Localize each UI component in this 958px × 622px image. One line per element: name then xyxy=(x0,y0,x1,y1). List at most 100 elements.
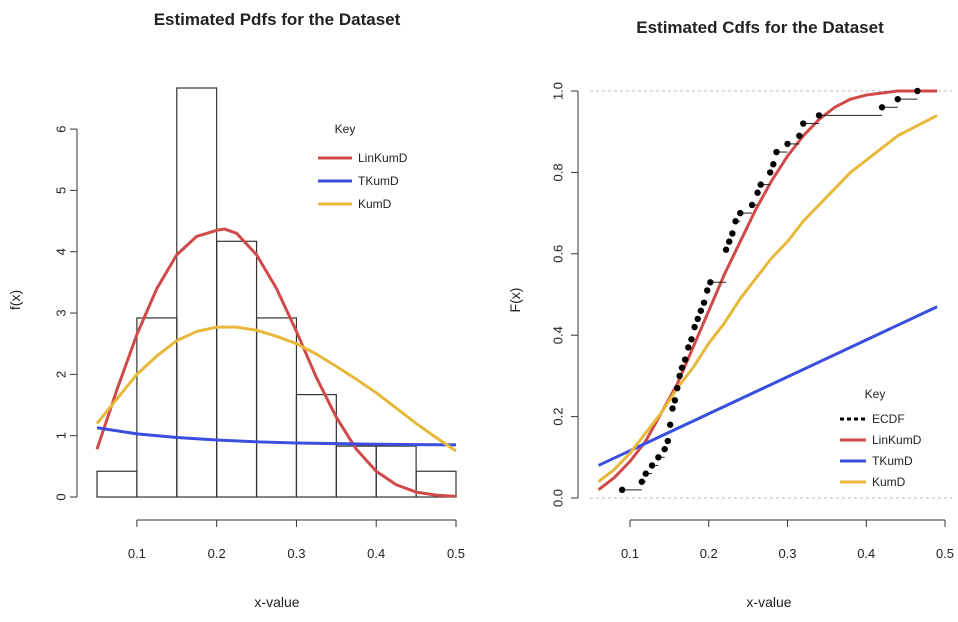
ecdf-point xyxy=(664,437,671,445)
ecdf-point xyxy=(878,104,886,111)
pdf-y-axis-label: f(x) xyxy=(7,290,23,310)
legend-label-tkumd: TKumD xyxy=(358,174,399,188)
pdf-y-tick-label: 2 xyxy=(53,371,68,378)
ecdf-point xyxy=(655,454,662,461)
legend-label-linkumd: LinKumD xyxy=(358,151,408,165)
cdf-x-tick-label: 0.4 xyxy=(857,546,875,561)
pdf-curve-linkumd xyxy=(95,227,457,498)
ecdf-point xyxy=(697,307,705,314)
ecdf-point xyxy=(722,246,730,253)
cdf-y-tick-label: 1.0 xyxy=(550,82,565,100)
cdf-x-tick-label: 0.1 xyxy=(621,546,639,561)
cdf-x-tick-label: 0.2 xyxy=(700,546,718,561)
pdf-y-tick-label: 3 xyxy=(53,309,68,316)
pdf-legend-title: Key xyxy=(335,122,356,136)
pdf-y-tick-label: 1 xyxy=(53,432,68,439)
cdf-x-tick-label: 0.3 xyxy=(778,546,796,561)
cdf-panel: Estimated Cdfs for the Dataset x-value F… xyxy=(507,18,954,610)
pdf-x-tick-label: 0.3 xyxy=(287,546,305,561)
pdf-chart-title: Estimated Pdfs for the Dataset xyxy=(154,10,401,29)
ecdf-point xyxy=(784,140,791,148)
pdf-x-axis-label: x-value xyxy=(254,594,299,610)
ecdf-point xyxy=(914,87,921,95)
cdf-axes: 0.1 0.2 0.3 0.4 0.5 0.0 0.2 0.4 0.6 0.8 1.0 xyxy=(550,82,954,561)
cdf-y-tick-label: 0.0 xyxy=(550,489,565,507)
legend-label-kumd: KumD xyxy=(358,197,392,211)
ecdf-point xyxy=(642,470,649,477)
ecdf-point xyxy=(729,230,736,237)
cdf-legend-title: Key xyxy=(865,387,886,401)
ecdf-point xyxy=(678,364,686,371)
cdf-y-tick-label: 0.4 xyxy=(550,326,565,344)
cdf-legend: ECDF LinKumD TKumD KumD xyxy=(840,412,922,489)
histogram-bar-3 xyxy=(216,240,258,498)
cdf-y-axis-label: F(x) xyxy=(507,288,523,313)
cdf-y-tick-label: 0.8 xyxy=(550,163,565,181)
ecdf-point xyxy=(800,120,807,127)
ecdf-point xyxy=(773,148,780,156)
cdf-x-axis-label: x-value xyxy=(746,594,791,610)
pdf-x-tick-label: 0.4 xyxy=(367,546,385,561)
pdf-legend: LinKumD TKumD KumD xyxy=(318,151,408,211)
pdf-axes: 0.1 0.2 0.3 0.4 0.5 0 1 2 3 4 5 6 xyxy=(53,125,465,561)
cdf-chart-title: Estimated Cdfs for the Dataset xyxy=(636,18,884,37)
ecdf-point xyxy=(694,315,701,323)
pdf-y-tick-label: 6 xyxy=(53,125,68,132)
ecdf-point xyxy=(685,344,692,351)
ecdf-point xyxy=(648,462,656,469)
ecdf-point xyxy=(700,299,708,306)
histogram-bar-4 xyxy=(255,317,298,498)
cdf-curve-kumd xyxy=(597,114,938,483)
ecdf-point xyxy=(676,372,683,380)
ecdf-point xyxy=(754,189,761,196)
pdf-panel: Estimated Pdfs for the Dataset x-value f… xyxy=(7,10,465,610)
legend-label-tkumd: TKumD xyxy=(872,454,913,468)
ecdf-point xyxy=(707,279,714,286)
pdf-y-tick-label: 4 xyxy=(53,248,68,255)
pdf-x-tick-label: 0.2 xyxy=(208,546,226,561)
ecdf-point xyxy=(894,95,901,103)
pdf-x-tick-label: 0.5 xyxy=(447,546,465,561)
ecdf-point xyxy=(681,356,689,363)
histogram-bar-0 xyxy=(96,470,138,498)
ecdf-point xyxy=(666,421,674,428)
ecdf-point xyxy=(770,161,777,168)
ecdf-point xyxy=(691,323,698,331)
ecdf-point xyxy=(669,405,676,412)
histogram-bar-2 xyxy=(176,87,218,498)
ecdf-point xyxy=(671,397,679,404)
ecdf-point xyxy=(766,169,774,176)
pdf-histogram xyxy=(96,87,457,498)
legend-label-kumd: KumD xyxy=(872,475,906,489)
ecdf-point xyxy=(796,132,803,139)
ecdf-point xyxy=(757,181,764,188)
pdf-density-curves xyxy=(95,227,457,498)
legend-label-linkumd: LinKumD xyxy=(872,433,922,447)
cdf-curve-linkumd xyxy=(597,89,938,492)
cdf-y-tick-label: 0.6 xyxy=(550,245,565,263)
ecdf-point xyxy=(732,218,739,225)
histogram-bar-6 xyxy=(335,445,377,498)
pdf-y-tick-label: 5 xyxy=(53,187,68,194)
pdf-x-tick-label: 0.1 xyxy=(128,546,146,561)
ecdf-point xyxy=(661,445,668,453)
pdf-y-tick-label: 0 xyxy=(53,493,68,500)
ecdf-point xyxy=(674,384,681,392)
cdf-ecdf-steps xyxy=(618,87,921,494)
cdf-curve-tkumd xyxy=(597,305,938,467)
cdf-model-curves xyxy=(597,89,938,492)
histogram-bar-5 xyxy=(295,393,337,498)
ecdf-point xyxy=(618,486,626,494)
ecdf-point xyxy=(638,478,646,485)
ecdf-point xyxy=(688,336,695,343)
ecdf-point xyxy=(748,201,756,209)
cdf-y-tick-label: 0.2 xyxy=(550,408,565,426)
legend-label-ecdf: ECDF xyxy=(872,412,905,426)
histogram-bar-8 xyxy=(415,470,457,498)
pdf-curve-kumd xyxy=(95,325,457,453)
pdf-curve-tkumd xyxy=(96,426,457,447)
ecdf-point xyxy=(815,112,823,119)
ecdf-point xyxy=(737,209,744,217)
